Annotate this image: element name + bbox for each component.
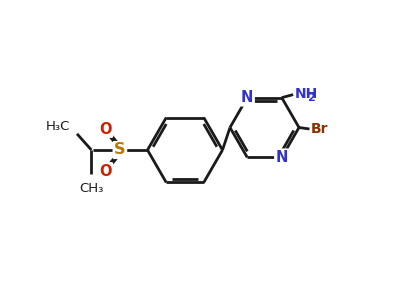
Text: O: O bbox=[99, 164, 112, 178]
Text: NH: NH bbox=[294, 87, 318, 101]
Text: N: N bbox=[241, 90, 253, 105]
Text: H₃C: H₃C bbox=[46, 120, 70, 133]
Text: 2: 2 bbox=[308, 93, 315, 103]
Text: Br: Br bbox=[311, 122, 329, 136]
Text: S: S bbox=[114, 142, 126, 158]
Text: N: N bbox=[275, 150, 288, 165]
Text: CH₃: CH₃ bbox=[79, 182, 104, 195]
Text: O: O bbox=[99, 122, 112, 136]
